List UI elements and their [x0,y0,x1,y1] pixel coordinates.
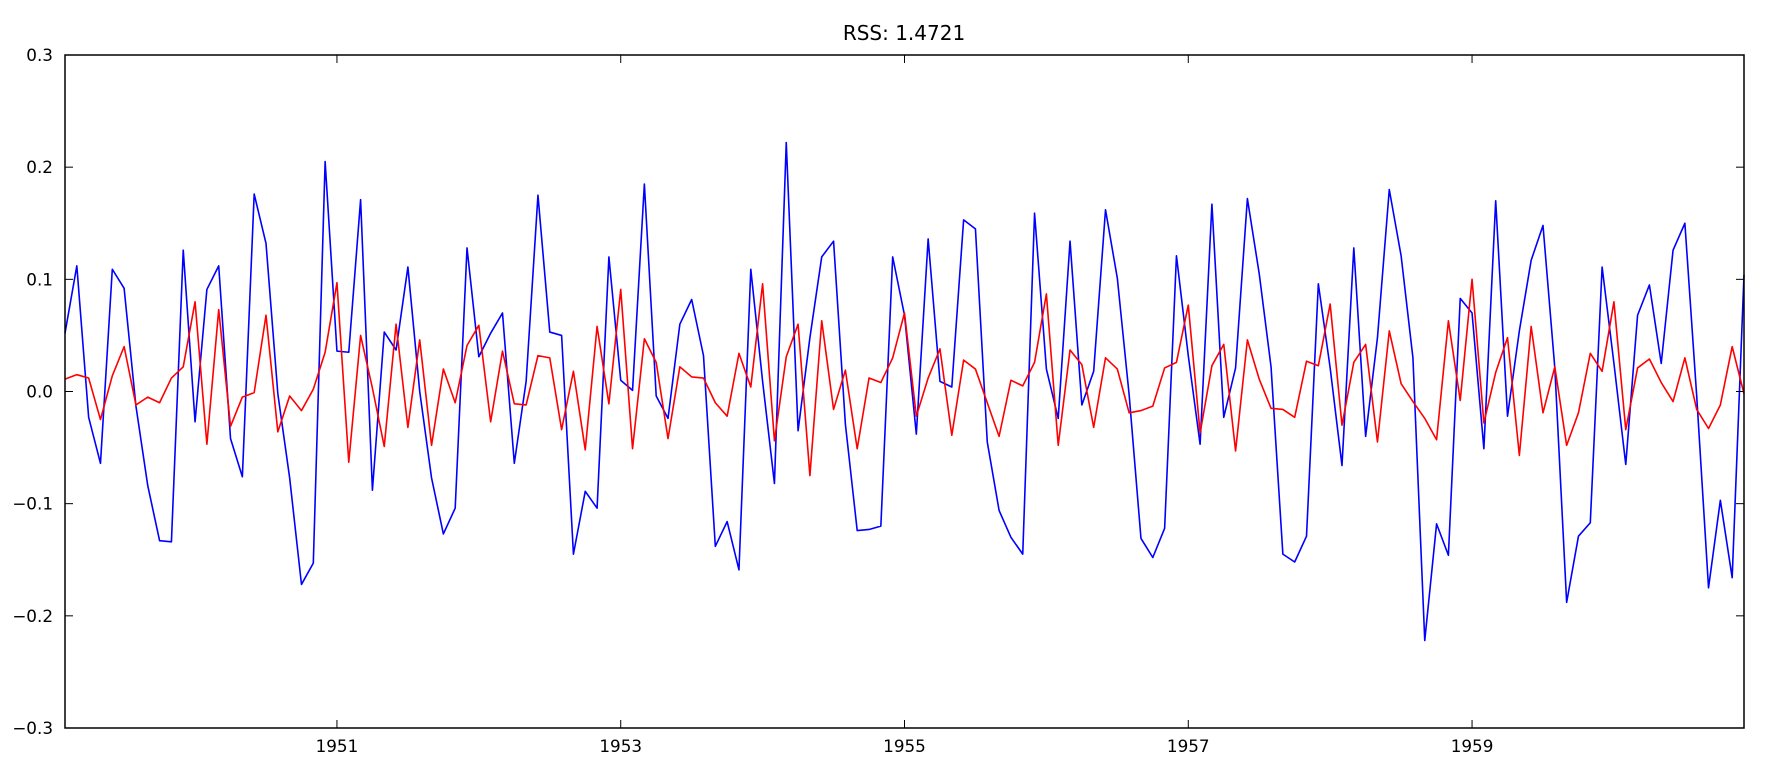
plot-area-frame [64,54,1745,729]
series-line-2 [64,278,1745,477]
y-tick-label-3: 0.0 [26,382,53,402]
y-tick-label-1: 0.2 [26,157,53,177]
x-tick-label-1951: 1951 [316,736,359,756]
y-tick-label-0: 0.3 [26,45,53,65]
y-tick-label-2: 0.1 [26,269,53,289]
y-tick-label-5: −0.2 [12,606,53,626]
series-layer [64,141,1745,642]
y-tick-label-4: −0.1 [12,494,53,514]
chart-title: RSS: 1.4721 [843,21,965,45]
x-tick-label-1955: 1955 [883,736,926,756]
x-tick-label-1959: 1959 [1451,736,1494,756]
y-tick-label-6: −0.3 [12,718,53,738]
x-tick-label-1953: 1953 [599,736,642,756]
x-tick-label-1957: 1957 [1167,736,1210,756]
ticks-layer: 1951 1953 1955 1957 1959 0.3 0.2 0.1 0.0 −0.1 −0.2… [12,45,1744,756]
